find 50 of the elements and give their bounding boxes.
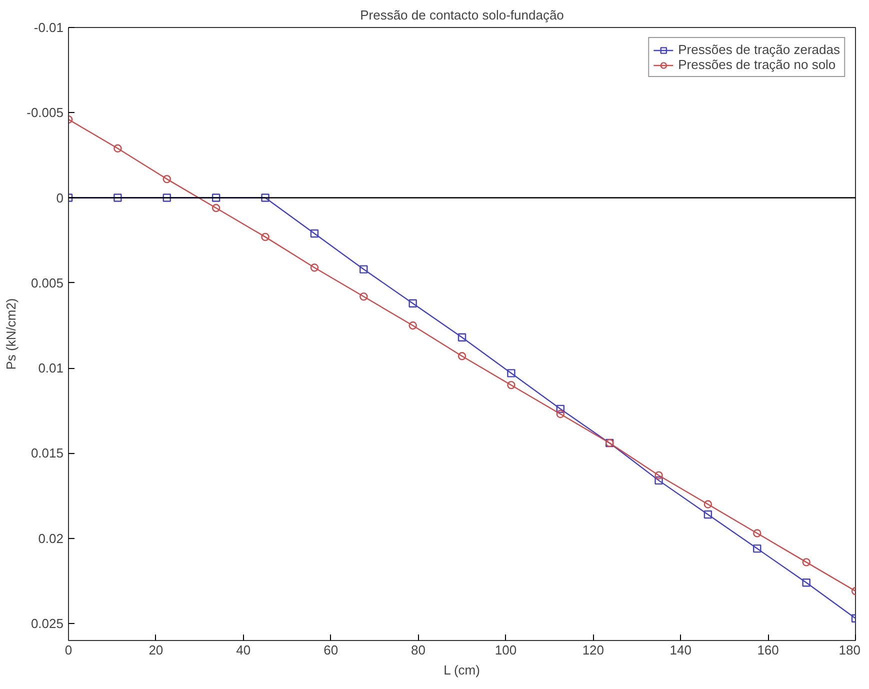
y-tick-label: 0.02 [38, 530, 64, 546]
point [753, 529, 762, 538]
point [654, 476, 663, 485]
x-tick-label: 180 [838, 642, 861, 658]
x-axis-title: L (cm) [444, 662, 480, 678]
y-tick-label: 0.01 [38, 360, 64, 376]
point [310, 229, 319, 238]
x-tick-label: 80 [411, 642, 426, 658]
point [310, 264, 319, 272]
legend-label: Pressões de tração zeradas [678, 42, 840, 57]
point [162, 174, 171, 184]
y-tick-label: 0.025 [30, 616, 64, 631]
y-axis-title: Ps (kN/cm2) [4, 298, 19, 370]
y-tick-label: -0.005 [26, 105, 64, 120]
point [261, 194, 270, 202]
point [704, 500, 712, 508]
x-tick-label: 120 [582, 642, 604, 658]
y-tick-label: 0.005 [30, 275, 64, 290]
point [556, 410, 564, 418]
point [261, 232, 270, 242]
point [408, 299, 417, 308]
point [212, 204, 220, 212]
legend-label: Pressões de tração no solo [678, 57, 836, 72]
point [704, 510, 712, 519]
point [753, 544, 762, 553]
point [802, 578, 810, 587]
y-tick-label: 0.015 [30, 446, 64, 461]
point [212, 194, 220, 202]
x-tick-label: 100 [494, 642, 517, 658]
y-tick-label: -0.01 [34, 20, 64, 35]
point [114, 144, 122, 152]
point [114, 194, 122, 202]
point [360, 265, 368, 274]
chart-title: Pressão de contacto solo-fundação [360, 8, 564, 22]
point [458, 333, 466, 342]
x-tick-label: 60 [324, 642, 338, 658]
point [507, 369, 516, 378]
y-tick-label: 0 [56, 190, 64, 206]
point [507, 380, 516, 390]
point [162, 194, 171, 202]
point [458, 352, 466, 360]
point [408, 321, 417, 330]
x-tick-label: 20 [148, 642, 164, 658]
x-tick-label: 40 [236, 642, 251, 658]
x-tick-label: 160 [757, 642, 779, 658]
point [802, 558, 810, 566]
point [654, 471, 663, 480]
point [360, 292, 368, 301]
point [556, 404, 564, 414]
x-tick-label: 140 [670, 642, 692, 658]
